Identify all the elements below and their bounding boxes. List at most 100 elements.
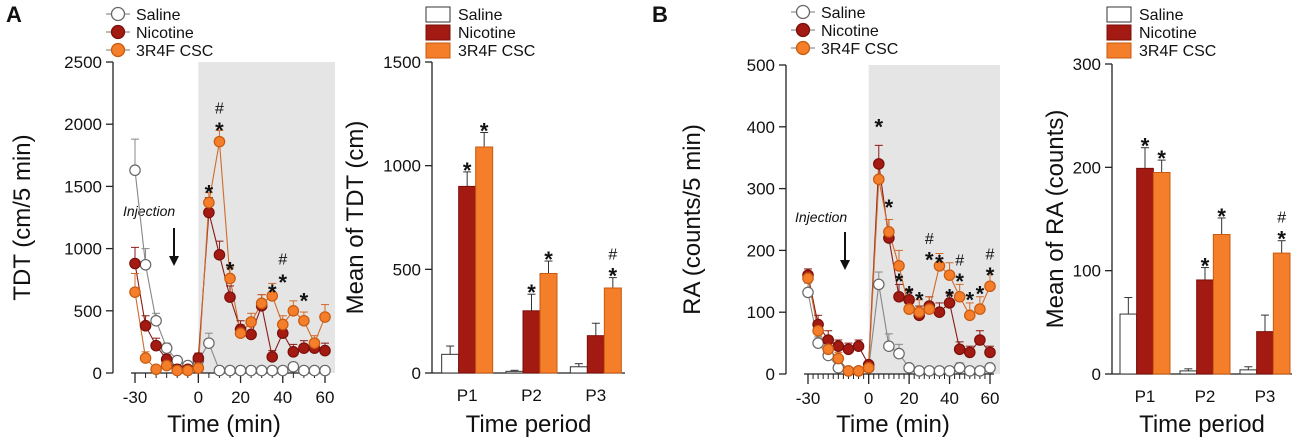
data-point-3r4f-csc [298,314,310,327]
significance-star: * [300,289,309,314]
data-point-3r4f-csc [203,196,215,209]
y-tick-label: 300 [747,180,775,199]
data-point-3r4f-csc [234,327,247,339]
data-point-saline [883,340,895,352]
chart-b-time-course: 0 100 200 300 400 500 RA (counts/5 min) -30 0 20 4… [679,4,1000,438]
data-point-saline [913,365,926,377]
data-point-3r4f-csc [984,280,996,293]
x-tick-label: P1 [457,386,478,405]
legend-marker-1 [110,24,126,40]
significance-star: * [986,263,995,288]
data-point-saline [266,364,279,377]
data-point-3r4f-csc [974,303,986,315]
y-tick-label: 500 [74,302,102,321]
data-point-saline [308,364,321,377]
data-point-saline [893,347,905,360]
legend-marker-0 [795,4,811,20]
data-point-nicotine [933,306,946,318]
significance-hash: # [1277,210,1286,227]
legend-marker-2 [110,42,126,58]
x-tick-label: 0 [864,389,873,408]
data-point-saline [812,337,824,349]
bar-saline-p3 [1239,369,1258,375]
significance-star: * [215,118,224,143]
x-tick-label: P2 [521,386,542,405]
significance-star: * [885,195,894,220]
significance-star: * [945,285,954,310]
data-point-saline [984,362,996,374]
legend-swatch-1 [425,24,451,41]
significance-star: * [1141,134,1150,159]
data-point-nicotine [266,351,279,363]
data-point-3r4f-csc [160,359,173,372]
x-axis-label: Time (min) [836,411,950,438]
significance-star: * [527,280,536,305]
significance-star: * [205,180,214,205]
significance-star: * [463,158,472,183]
data-point-nicotine [287,346,300,358]
data-point-3r4f-csc [213,135,226,148]
x-tick-label: 40 [273,388,292,407]
significance-star: * [905,281,914,306]
data-point-saline [974,365,986,377]
data-point-nicotine [842,343,855,356]
legend-label-2: 3R4F CSC [458,43,535,60]
y-tick-label: 500 [747,56,775,75]
bar-saline-p1 [1119,313,1138,375]
injection-arrow-head [840,260,850,270]
significance-star: * [1277,227,1286,252]
significance-hash: # [278,252,287,269]
data-point-3r4f-csc [862,362,875,374]
bar-3r4f-csc-p2 [539,272,558,374]
data-point-nicotine [963,346,976,359]
y-tick-label: 0 [766,365,775,384]
y-tick-label: 2000 [64,115,102,134]
data-point-saline [129,164,141,177]
x-tick-label: P3 [585,386,606,405]
data-point-3r4f-csc [245,316,257,328]
y-tick-label: 1000 [64,240,102,259]
data-point-nicotine [192,352,205,364]
data-point-saline [953,362,966,374]
x-tick-label: 20 [231,388,250,407]
x-axis-label: Time (min) [167,411,281,438]
data-point-3r4f-csc [812,324,824,337]
legend-label-0: Saline [458,7,503,24]
data-point-nicotine [984,346,996,359]
data-point-3r4f-csc [129,286,141,298]
bar-nicotine-p3 [1256,331,1274,375]
data-point-saline [139,258,152,271]
data-point-3r4f-csc [852,365,865,377]
data-point-3r4f-csc [150,363,162,376]
bar-saline-p3 [569,366,588,374]
x-tick-label: 20 [900,389,919,408]
y-tick-label: 0 [93,364,102,383]
bar-nicotine-p2 [1196,279,1214,375]
data-point-nicotine [213,249,226,261]
data-point-saline [213,364,226,377]
significance-star: * [278,270,287,295]
x-tick-label: P2 [1195,387,1216,406]
data-point-nicotine [245,328,257,341]
y-tick-label: 1000 [383,157,421,176]
data-point-3r4f-csc [832,352,845,365]
significance-star: * [915,288,924,313]
significance-hash: # [608,247,617,264]
data-point-3r4f-csc [913,306,926,318]
legend-label-1: Nicotine [1139,25,1197,42]
data-point-nicotine [893,290,905,303]
data-point-3r4f-csc [822,343,835,356]
data-point-nicotine [872,158,885,170]
data-point-saline [203,337,215,349]
x-tick-label: P3 [1255,387,1276,406]
y-tick-label: 100 [747,303,775,322]
x-tick-label: -30 [796,389,821,408]
legend-label-2: 3R4F CSC [136,43,213,60]
data-point-saline [943,365,956,377]
legend-swatch-0 [1106,6,1132,23]
shaded-region [198,62,335,373]
data-point-3r4f-csc [903,303,915,315]
legend-marker-0 [110,6,126,22]
data-point-3r4f-csc [963,309,976,322]
